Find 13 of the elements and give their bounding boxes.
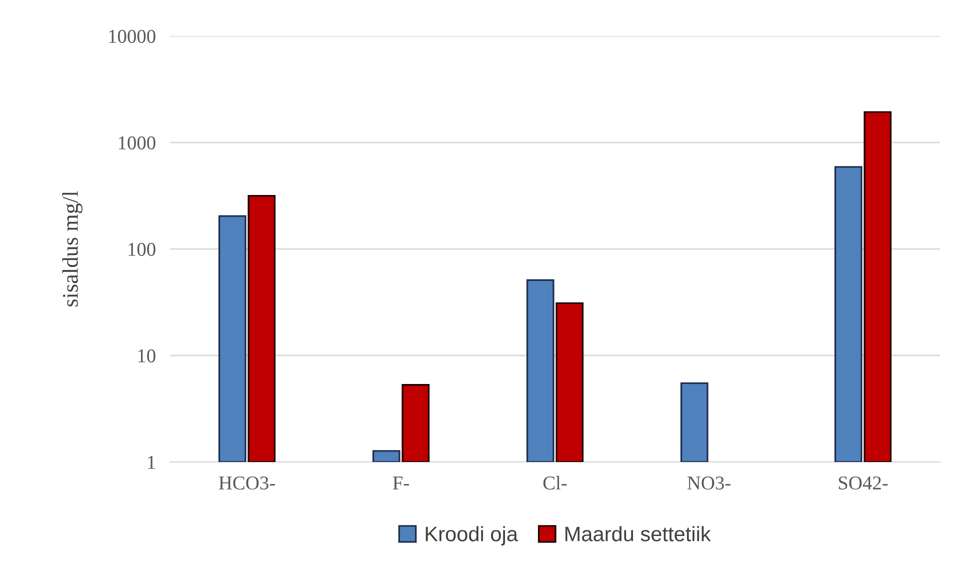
- legend-label: Kroodi oja: [426, 526, 518, 546]
- y-tick-label: 10: [138, 349, 156, 362]
- x-tick-label: NO3-: [687, 476, 730, 490]
- y-tick-label: 1000: [118, 136, 156, 150]
- x-tick-label: F-: [392, 476, 409, 490]
- y-axis-title: sisaldus mg/l: [62, 191, 82, 306]
- y-tick-label: 1: [148, 456, 155, 469]
- y-tick-label: 100: [128, 242, 156, 256]
- x-tick-label: Cl-: [543, 476, 567, 490]
- y-tick-label: 10000: [109, 30, 156, 43]
- x-tick-label: HCO3-: [218, 476, 275, 490]
- x-tick-label: SO42-: [838, 476, 888, 490]
- legend-label: Maardu settetiik: [566, 526, 711, 542]
